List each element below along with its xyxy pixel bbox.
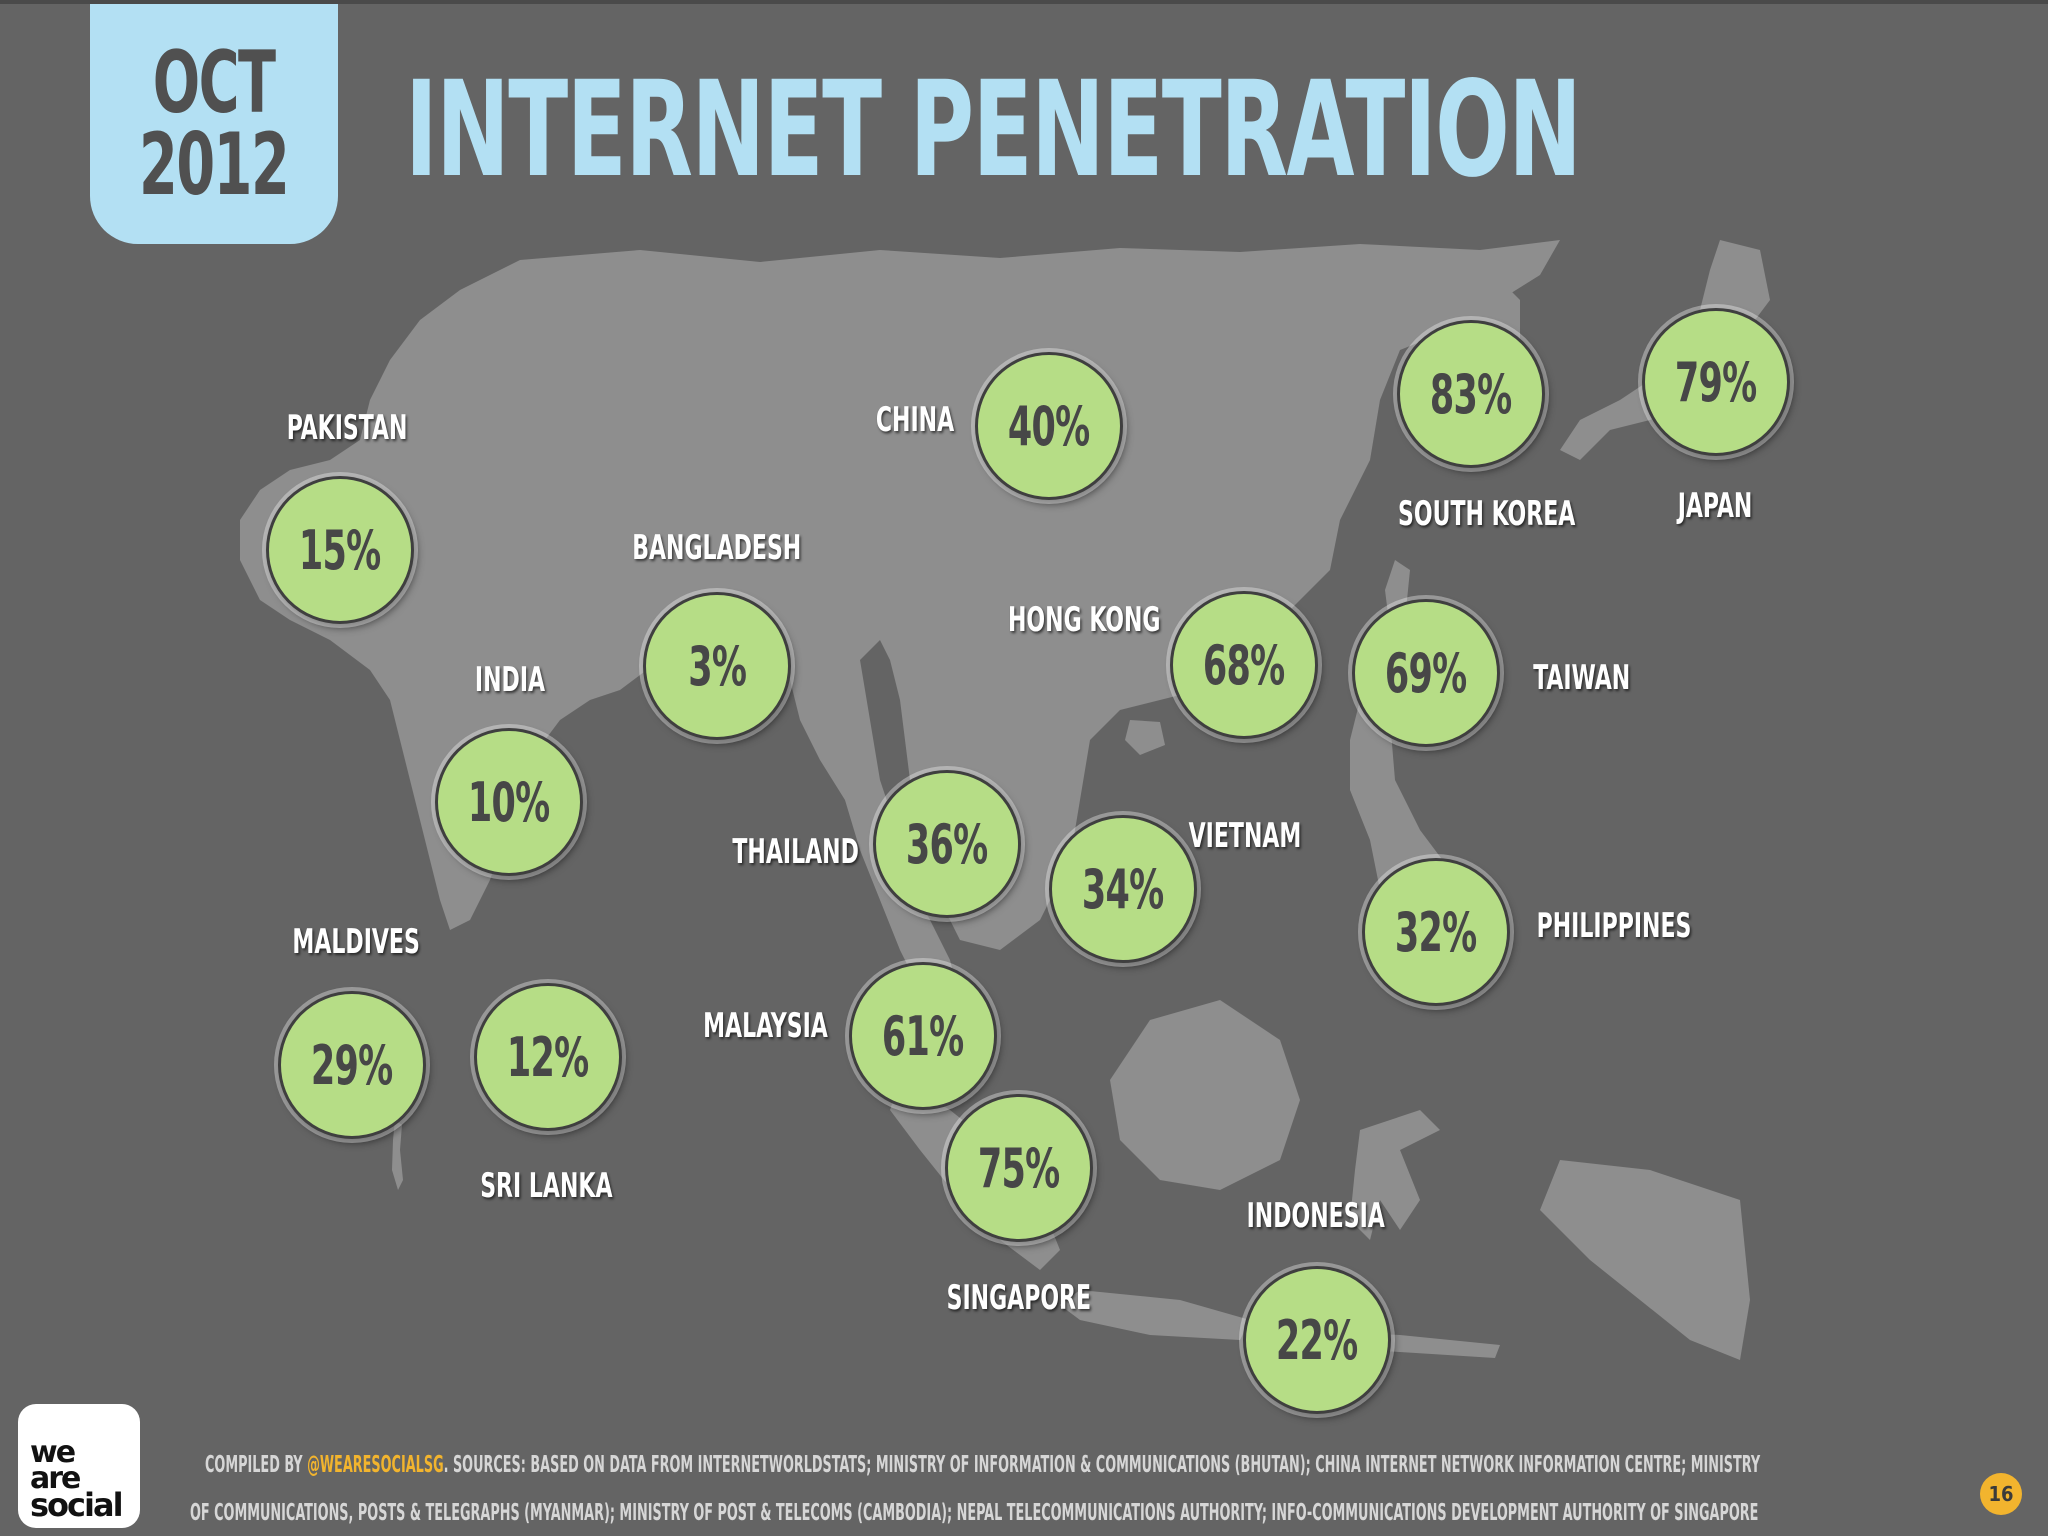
value-south-korea: 83% (1430, 362, 1512, 426)
label-china: CHINA (875, 400, 955, 440)
label-japan: JAPAN (1677, 486, 1753, 526)
hainan-shape (1125, 720, 1165, 755)
bubble-taiwan: 69% (1352, 599, 1500, 747)
maldives-shape (392, 1120, 403, 1190)
value-bangladesh: 3% (688, 634, 747, 698)
value-taiwan: 69% (1385, 641, 1467, 705)
bubble-malaysia: 61% (849, 962, 997, 1110)
logo-line-3: social (30, 1486, 124, 1524)
label-sri-lanka: SRI LANKA (480, 1166, 613, 1206)
bubble-philippines: 32% (1362, 858, 1510, 1006)
label-singapore: SINGAPORE (946, 1278, 1092, 1318)
footer-sources-line-2: OF COMMUNICATIONS, POSTS & TELEGRAPHS (M… (190, 1500, 1759, 1526)
bubble-bangladesh: 3% (643, 592, 791, 740)
bubble-japan: 79% (1642, 308, 1790, 456)
new-guinea-shape (1540, 1160, 1750, 1360)
top-border (0, 0, 2048, 4)
date-month: OCT (153, 33, 276, 133)
bubble-thailand: 36% (873, 770, 1021, 918)
footer-handle: @WEARESOCIALSG (307, 1452, 444, 1478)
value-china: 40% (1008, 394, 1090, 458)
footer-compiled-by: COMPILED BY (205, 1452, 308, 1478)
logo-line-2: are (30, 1461, 81, 1496)
page-title: INTERNET PENETRATION (405, 53, 1582, 207)
value-singapore: 75% (978, 1136, 1060, 1200)
value-hong-kong: 68% (1203, 633, 1285, 697)
value-pakistan: 15% (299, 518, 381, 582)
sulawesi-shape (1350, 1110, 1440, 1240)
label-bangladesh: BANGLADESH (632, 528, 802, 568)
value-india: 10% (468, 770, 550, 834)
bubble-china: 40% (975, 352, 1123, 500)
bubble-hong-kong: 68% (1170, 591, 1318, 739)
bubble-vietnam: 34% (1049, 815, 1197, 963)
value-japan: 79% (1675, 350, 1757, 414)
label-india: INDIA (474, 660, 546, 700)
bubble-maldives: 29% (278, 991, 426, 1139)
bubble-indonesia: 22% (1243, 1266, 1391, 1414)
label-philippines: PHILIPPINES (1536, 906, 1692, 946)
label-vietnam: VIETNAM (1188, 816, 1302, 856)
date-year: 2012 (139, 115, 290, 215)
value-philippines: 32% (1395, 900, 1477, 964)
borneo-shape (1110, 1000, 1300, 1190)
bubble-sri-lanka: 12% (474, 983, 622, 1131)
label-taiwan: TAIWAN (1533, 658, 1631, 698)
label-pakistan: PAKISTAN (286, 408, 408, 448)
value-maldives: 29% (311, 1033, 393, 1097)
value-malaysia: 61% (882, 1004, 964, 1068)
bubble-pakistan: 15% (266, 476, 414, 624)
value-sri-lanka: 12% (507, 1025, 589, 1089)
page-number: 16 (1980, 1473, 2022, 1515)
japan-shape (1560, 240, 1770, 460)
label-malaysia: MALAYSIA (703, 1006, 828, 1046)
logo-line-1: we (30, 1435, 76, 1470)
label-south-korea: SOUTH KOREA (1398, 494, 1576, 534)
label-thailand: THAILAND (732, 832, 859, 872)
value-indonesia: 22% (1276, 1308, 1358, 1372)
we-are-social-logo: we are social (18, 1404, 140, 1528)
label-maldives: MALDIVES (292, 922, 420, 962)
label-hong-kong: HONG KONG (1008, 600, 1161, 640)
bubble-singapore: 75% (945, 1094, 1093, 1242)
date-tab: OCT 2012 (90, 4, 338, 244)
mainland-asia-shape (240, 240, 1560, 1020)
label-indonesia: INDONESIA (1246, 1196, 1385, 1236)
bubble-india: 10% (435, 728, 583, 876)
value-thailand: 36% (906, 812, 988, 876)
footer-line-1-rest: . SOURCES: BASED ON DATA FROM INTERNETWO… (443, 1452, 1761, 1478)
java-shape (1060, 1290, 1250, 1340)
footer-sources-line-1: COMPILED BY @WEARESOCIALSG. SOURCES: BAS… (205, 1452, 1760, 1478)
value-vietnam: 34% (1082, 857, 1164, 921)
bubble-south-korea: 83% (1397, 320, 1545, 468)
